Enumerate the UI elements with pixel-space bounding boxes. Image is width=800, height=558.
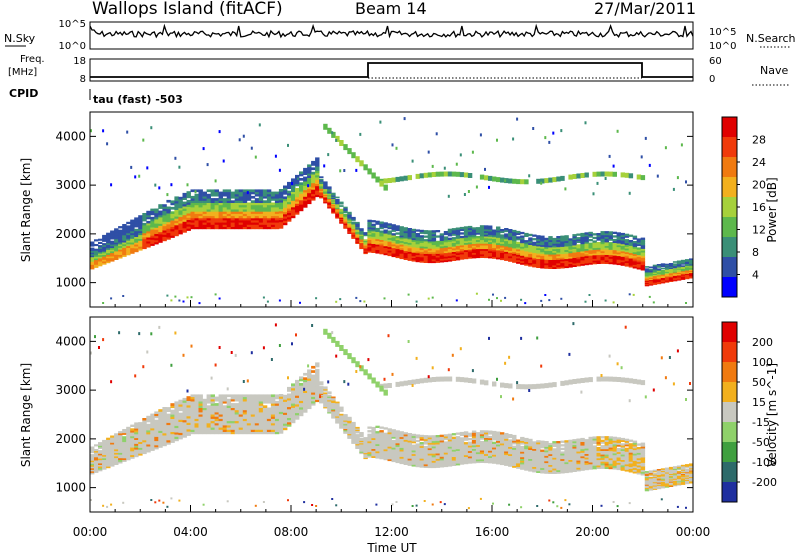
- cpid-text: tau (fast) -503: [93, 93, 183, 106]
- colorbar-tick-label: 12: [752, 224, 766, 237]
- y-tick-label: 4000: [55, 334, 86, 348]
- x-tick-label: 08:00: [274, 525, 309, 539]
- nsearch-tick-bottom: 10^0: [709, 41, 736, 52]
- colorbar-swatch: [722, 382, 737, 403]
- freq-tick-top: 18: [73, 56, 86, 67]
- colorbar-tick-label: 16: [752, 201, 766, 214]
- colorbar-swatch: [722, 237, 737, 258]
- nsky-line: [90, 26, 693, 37]
- x-tick-label: 00:00: [73, 525, 108, 539]
- beam-title: Beam 14: [355, 0, 427, 18]
- nave-tick-bottom: 0: [709, 74, 715, 85]
- colorbar-tick-label: 4: [752, 269, 759, 282]
- nave-tick-top: 60: [709, 56, 722, 67]
- colorbar-tick-label: 15: [752, 396, 766, 409]
- velocity-heatmap: [90, 322, 693, 509]
- y-tick-label: 3000: [55, 383, 86, 397]
- colorbar-swatch: [722, 482, 737, 503]
- colorbar-tick-label: 20: [752, 179, 766, 192]
- x-axis-label: Time UT: [366, 541, 417, 554]
- power-heatmap: [90, 117, 693, 304]
- nave-label: Nave: [760, 64, 788, 77]
- velocity-colorbar-label: Velocity [m s^-1]: [765, 363, 779, 467]
- colorbar-swatch: [722, 402, 737, 423]
- date-title: 27/Mar/2011: [594, 0, 696, 18]
- freq-tick-bottom: 8: [80, 74, 86, 85]
- nsearch-tick-top: 10^5: [709, 27, 736, 38]
- cpid-label: CPID: [9, 87, 38, 100]
- colorbar-swatch: [722, 442, 737, 463]
- freq-unit-label: [MHz]: [8, 67, 37, 78]
- colorbar-swatch: [722, 422, 737, 443]
- colorbar-swatch: [722, 322, 737, 343]
- colorbar-swatch: [722, 197, 737, 218]
- y-tick-label: 1000: [55, 481, 86, 495]
- station-title: Wallops Island (fitACF): [92, 0, 283, 19]
- nsky-tick-top: 10^5: [59, 19, 86, 30]
- colorbar-swatch: [722, 277, 737, 298]
- colorbar-tick-label: 8: [752, 246, 759, 259]
- velocity-ylabel: Slant Range [km]: [19, 363, 33, 467]
- colorbar-tick-label: 28: [752, 134, 766, 147]
- colorbar-tick-label: 50: [752, 376, 766, 389]
- nsearch-label: N.Search: [746, 32, 796, 45]
- colorbar-tick-label: -200: [752, 476, 777, 489]
- freq-line: [90, 63, 693, 77]
- power-colorbar: 28 24 20 16 12 8 4: [722, 117, 766, 298]
- y-tick-label: 4000: [55, 129, 86, 143]
- colorbar-swatch: [722, 462, 737, 483]
- colorbar-swatch: [722, 217, 737, 238]
- colorbar-swatch: [722, 157, 737, 178]
- power-colorbar-label: Power [dB]: [765, 177, 779, 242]
- power-ylabel: Slant Range [km]: [19, 158, 33, 262]
- colorbar-tick-label: 200: [752, 336, 773, 349]
- colorbar-swatch: [722, 362, 737, 383]
- colorbar-swatch: [722, 257, 737, 278]
- nsky-tick-bottom: 10^0: [59, 41, 86, 52]
- y-tick-label: 2000: [55, 432, 86, 446]
- freq-label: Freq.: [20, 54, 45, 65]
- colorbar-tick-label: 24: [752, 156, 766, 169]
- colorbar-swatch: [722, 137, 737, 158]
- colorbar-swatch: [722, 342, 737, 363]
- x-tick-label: 20:00: [575, 525, 610, 539]
- nsky-label: N.Sky: [4, 32, 36, 45]
- x-tick-label: 04:00: [173, 525, 208, 539]
- colorbar-swatch: [722, 117, 737, 138]
- y-tick-label: 2000: [55, 227, 86, 241]
- y-tick-label: 1000: [55, 276, 86, 290]
- x-tick-label: 00:00: [676, 525, 711, 539]
- y-tick-label: 3000: [55, 178, 86, 192]
- x-tick-label: 16:00: [475, 525, 510, 539]
- colorbar-swatch: [722, 177, 737, 198]
- x-tick-label: 12:00: [374, 525, 409, 539]
